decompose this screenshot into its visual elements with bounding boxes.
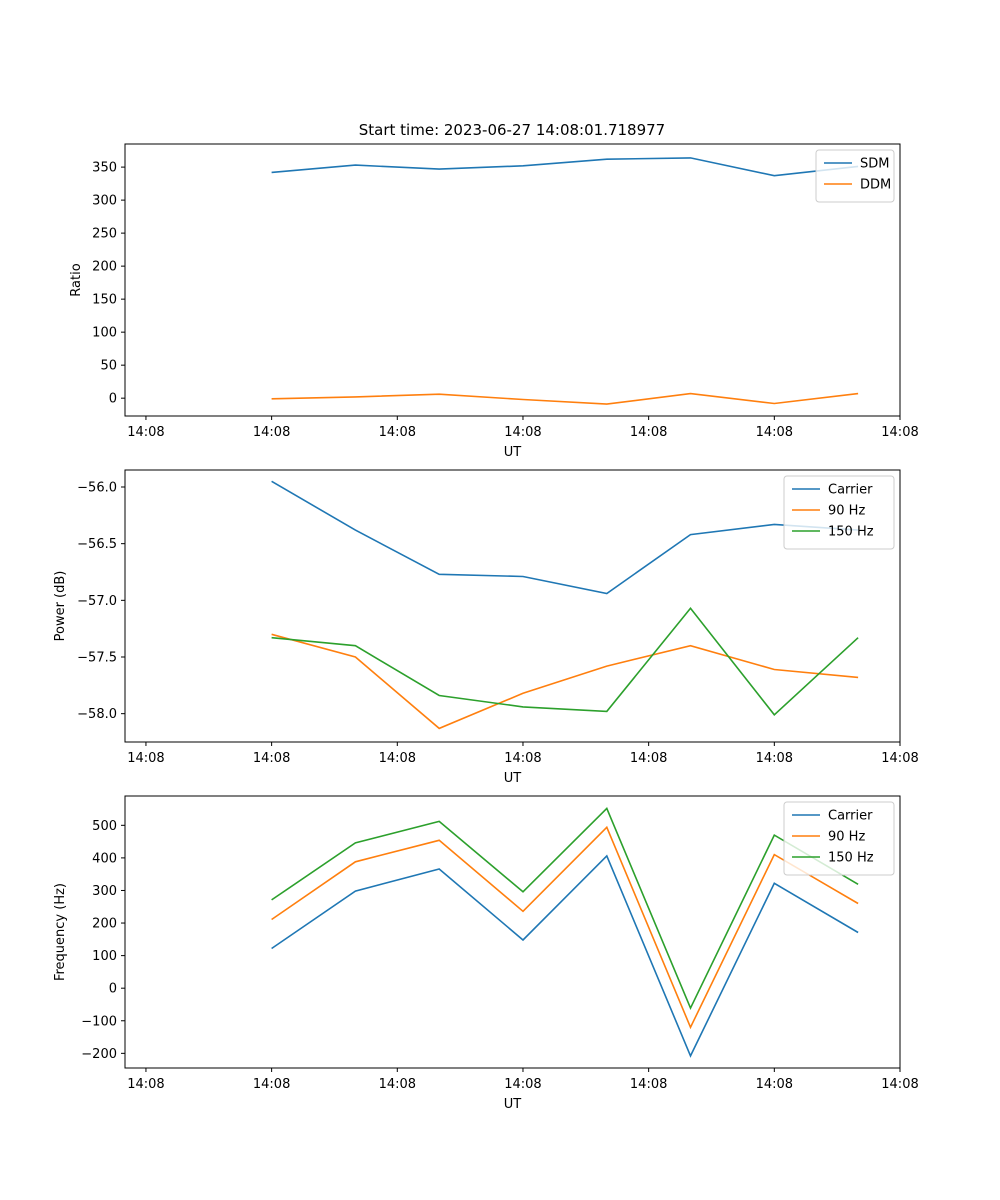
series-line-150-hz: [271, 607, 859, 716]
x-tick-label: 14:08: [630, 425, 667, 440]
x-tick-label: 14:08: [504, 751, 541, 766]
y-tick-label: 200: [92, 917, 117, 932]
legend-label: SDM: [860, 157, 889, 172]
chart-title: Start time: 2023-06-27 14:08:01.718977: [359, 121, 665, 139]
legend-label: Carrier: [828, 809, 873, 824]
axes-frame: [124, 469, 901, 743]
y-tick-label: 250: [92, 227, 117, 242]
y-tick-label: 300: [92, 884, 117, 899]
y-tick-label: 300: [92, 194, 117, 209]
y-tick-label: −57.5: [77, 651, 117, 666]
y-tick-label: −200: [81, 1047, 117, 1062]
series-line-90-hz: [271, 825, 859, 1030]
y-tick-label: −100: [81, 1014, 117, 1029]
y-tick-label: −56.5: [77, 537, 117, 552]
x-tick-label: 14:08: [253, 751, 290, 766]
y-tick-label: −58.0: [77, 707, 117, 722]
y-tick-label: 100: [92, 326, 117, 341]
x-axis-label: UT: [504, 445, 522, 460]
x-tick-label: 14:08: [253, 1077, 290, 1092]
series-line-150-hz: [271, 806, 859, 1011]
legend: Carrier 90 Hz 150 Hz: [783, 475, 895, 550]
x-tick-label: 14:08: [881, 1077, 918, 1092]
y-tick-label: 200: [92, 260, 117, 275]
x-tick-label: 14:08: [630, 751, 667, 766]
x-axis-label: UT: [504, 1097, 522, 1112]
y-tick-label: 100: [92, 949, 117, 964]
x-tick-label: 14:08: [127, 1077, 164, 1092]
y-tick-label: 50: [100, 359, 117, 374]
x-tick-label: 14:08: [379, 1077, 416, 1092]
y-tick-label: 150: [92, 293, 117, 308]
axes-frame: [124, 143, 901, 417]
legend-label: DDM: [860, 178, 891, 193]
series-line-carrier: [271, 480, 859, 595]
x-tick-label: 14:08: [756, 751, 793, 766]
x-tick-label: 14:08: [881, 425, 918, 440]
y-tick-label: 0: [109, 982, 117, 997]
axes-frame: [124, 795, 901, 1069]
x-tick-label: 14:08: [630, 1077, 667, 1092]
y-tick-label: −57.0: [77, 594, 117, 609]
x-tick-label: 14:08: [504, 425, 541, 440]
legend-label: 90 Hz: [828, 504, 865, 519]
series-line-90-hz: [271, 633, 859, 730]
series-line-carrier: [271, 854, 859, 1058]
legend-label: Carrier: [828, 483, 873, 498]
y-tick-label: 400: [92, 851, 117, 866]
x-tick-label: 14:08: [756, 425, 793, 440]
legend: SDM DDM: [815, 149, 895, 203]
x-tick-label: 14:08: [756, 1077, 793, 1092]
subplot-1: 14:08 14:08 14:08 14:08 14:08 14:08 14:08 0 50 10…: [69, 143, 919, 460]
y-tick-label: −56.0: [77, 481, 117, 496]
series-line-sdm: [271, 157, 859, 177]
legend-label: 150 Hz: [828, 851, 874, 866]
x-axis-label: UT: [504, 771, 522, 786]
y-axis-label: Frequency (Hz): [53, 883, 68, 981]
subplot-3: 14:08 14:08 14:08 14:08 14:08 14:08 14:08 500 40…: [53, 795, 919, 1112]
x-tick-label: 14:08: [127, 751, 164, 766]
x-tick-label: 14:08: [379, 751, 416, 766]
series-line-ddm: [271, 392, 859, 405]
y-tick-label: 0: [109, 392, 117, 407]
x-tick-label: 14:08: [127, 425, 164, 440]
y-axis-label: Ratio: [69, 263, 84, 296]
x-tick-label: 14:08: [253, 425, 290, 440]
subplot-2: 14:08 14:08 14:08 14:08 14:08 14:08 14:08 −56.0…: [53, 469, 919, 786]
legend: Carrier 90 Hz 150 Hz: [783, 801, 895, 876]
y-axis-label: Power (dB): [53, 571, 68, 642]
legend-label: 90 Hz: [828, 830, 865, 845]
x-tick-label: 14:08: [881, 751, 918, 766]
y-tick-label: 500: [92, 819, 117, 834]
x-tick-label: 14:08: [504, 1077, 541, 1092]
legend-label: 150 Hz: [828, 525, 874, 540]
x-tick-label: 14:08: [379, 425, 416, 440]
y-tick-label: 350: [92, 161, 117, 176]
